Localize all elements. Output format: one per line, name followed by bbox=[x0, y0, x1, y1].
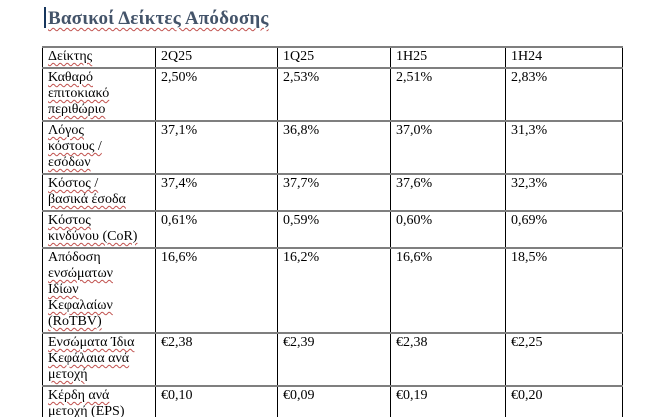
metric-value-cell[interactable]: 16,2% bbox=[277, 247, 391, 334]
metric-value-cell[interactable]: 16,6% bbox=[155, 247, 278, 334]
metric-value-cell[interactable]: €2,38 bbox=[390, 332, 506, 387]
metric-label-line: ενσώματων bbox=[48, 266, 113, 281]
text-cursor bbox=[44, 7, 46, 28]
metric-value-cell[interactable]: 37,4% bbox=[155, 173, 278, 212]
metric-label-cell[interactable]: Κέρδη ανά μετοχή (EPS) bbox=[42, 385, 156, 417]
metric-value-cell[interactable]: 16,6% bbox=[390, 247, 506, 334]
metric-label-line: (RoTBV) bbox=[48, 314, 102, 329]
table-row: Απόδοση ενσώματων Ιδίων Κεφαλαίων (RoTBV) 16,… bbox=[42, 247, 623, 334]
metric-label-line: μετοχή (EPS) bbox=[48, 404, 125, 417]
metric-value-cell[interactable]: €2,25 bbox=[505, 332, 623, 387]
column-header-label: 2Q25 bbox=[161, 49, 193, 64]
metric-value-cell[interactable]: 37,0% bbox=[390, 120, 506, 175]
table-row: Λόγος κόστους / εσόδων 37,1% 36,8% 37,0% 31,3% bbox=[42, 120, 623, 175]
metric-label-line: Απόδοση bbox=[48, 250, 101, 265]
metric-value-cell[interactable]: 18,5% bbox=[505, 247, 623, 334]
metric-label-line: Καθαρό bbox=[48, 70, 93, 85]
metric-label-line: επιτοκιακό bbox=[48, 86, 110, 101]
column-header-metric[interactable]: Δείκτης bbox=[42, 46, 156, 69]
metric-value-cell[interactable]: 31,3% bbox=[505, 120, 623, 175]
column-header-period[interactable]: 2Q25 bbox=[155, 46, 278, 69]
metric-label-line: Λόγος bbox=[48, 123, 84, 138]
column-header-label: 1Q25 bbox=[283, 49, 315, 64]
metric-value-cell[interactable]: 37,1% bbox=[155, 120, 278, 175]
metric-label-line: βασικά έσοδα bbox=[48, 192, 126, 207]
table-body: Καθαρό επιτοκιακό περιθώριο 2,50% 2,53% 2,51%… bbox=[42, 67, 623, 417]
metric-label-line: Κέρδη ανά bbox=[48, 388, 110, 403]
column-header-period[interactable]: 1Q25 bbox=[277, 46, 391, 69]
table-row: Κόστος / βασικά έσοδα 37,4% 37,7% 37,6% 32,3% bbox=[42, 173, 623, 212]
metric-label-line: Ενσώματα Ίδια bbox=[48, 335, 135, 350]
metric-label-line: Κόστος / bbox=[48, 176, 99, 191]
metric-label-line: κόστους / bbox=[48, 139, 102, 154]
table-row: Κέρδη ανά μετοχή (EPS) €0,10 €0,09 €0,19 €0,2… bbox=[42, 385, 623, 417]
metric-label-line: εσόδων bbox=[48, 155, 91, 170]
metric-label-line: περιθώριο bbox=[48, 102, 106, 117]
metric-label-line: κινδύνου (CoR) bbox=[48, 229, 138, 244]
metric-value-cell[interactable]: 2,51% bbox=[390, 67, 506, 122]
metric-label-line: μετοχή bbox=[48, 367, 88, 382]
metric-value-cell[interactable]: €0,19 bbox=[390, 385, 506, 417]
table-row: Καθαρό επιτοκιακό περιθώριο 2,50% 2,53% 2,51%… bbox=[42, 67, 623, 122]
metric-value-cell[interactable]: 37,7% bbox=[277, 173, 391, 212]
metric-value-cell[interactable]: 0,69% bbox=[505, 210, 623, 249]
metric-label-line: Ιδίων bbox=[48, 282, 79, 297]
metric-value-cell[interactable]: 2,50% bbox=[155, 67, 278, 122]
metric-label-cell[interactable]: Λόγος κόστους / εσόδων bbox=[42, 120, 156, 175]
metric-label-line: Κεφαλαίων bbox=[48, 298, 113, 313]
table-row: Ενσώματα Ίδια Κεφάλαια ανά μετοχή €2,38 €2,3… bbox=[42, 332, 623, 387]
column-header-label: 1H24 bbox=[511, 49, 543, 64]
metric-value-cell[interactable]: 0,60% bbox=[390, 210, 506, 249]
metric-label-line: Κεφάλαια ανά bbox=[48, 351, 130, 366]
metric-value-cell[interactable]: 0,61% bbox=[155, 210, 278, 249]
metric-value-cell[interactable]: 37,6% bbox=[390, 173, 506, 212]
metric-value-cell[interactable]: €0,09 bbox=[277, 385, 391, 417]
metric-value-cell[interactable]: 0,59% bbox=[277, 210, 391, 249]
column-header-label: Δείκτης bbox=[48, 49, 93, 64]
metric-label-cell[interactable]: Απόδοση ενσώματων Ιδίων Κεφαλαίων (RoTBV) bbox=[42, 247, 156, 334]
column-header-label: 1H25 bbox=[396, 49, 428, 64]
table-header-row: Δείκτης 2Q25 1Q25 1H25 1H24 bbox=[42, 46, 623, 69]
metric-label-cell[interactable]: Ενσώματα Ίδια Κεφάλαια ανά μετοχή bbox=[42, 332, 156, 387]
table-row: Κόστος κινδύνου (CoR) 0,61% 0,59% 0,60% 0,69% bbox=[42, 210, 623, 249]
metric-value-cell[interactable]: €0,10 bbox=[155, 385, 278, 417]
title-block: Βασικοί Δείκτες Απόδοσης bbox=[44, 7, 269, 30]
metric-value-cell[interactable]: 2,83% bbox=[505, 67, 623, 122]
metric-value-cell[interactable]: €2,38 bbox=[155, 332, 278, 387]
metric-value-cell[interactable]: 36,8% bbox=[277, 120, 391, 175]
metric-label-line: Κόστος bbox=[48, 213, 91, 228]
metric-value-cell[interactable]: 32,3% bbox=[505, 173, 623, 212]
metric-label-cell[interactable]: Καθαρό επιτοκιακό περιθώριο bbox=[42, 67, 156, 122]
column-header-period[interactable]: 1H25 bbox=[390, 46, 506, 69]
metric-value-cell[interactable]: €0,20 bbox=[505, 385, 623, 417]
metric-label-cell[interactable]: Κόστος κινδύνου (CoR) bbox=[42, 210, 156, 249]
column-header-period[interactable]: 1H24 bbox=[505, 46, 623, 69]
performance-table: Δείκτης 2Q25 1Q25 1H25 1H24 Καθαρό επιτοκιακό… bbox=[42, 46, 623, 417]
page-title[interactable]: Βασικοί Δείκτες Απόδοσης bbox=[48, 8, 269, 29]
metric-value-cell[interactable]: €2,39 bbox=[277, 332, 391, 387]
metric-label-cell[interactable]: Κόστος / βασικά έσοδα bbox=[42, 173, 156, 212]
metric-value-cell[interactable]: 2,53% bbox=[277, 67, 391, 122]
